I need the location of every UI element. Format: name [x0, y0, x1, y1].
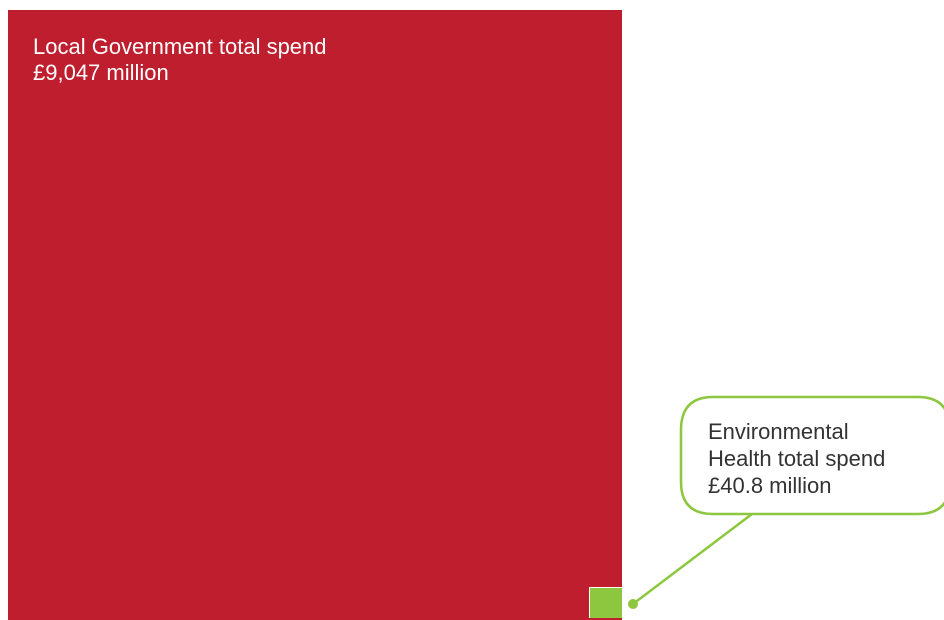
callout-bubble: [679, 395, 944, 516]
callout-leader-line: [632, 513, 753, 605]
local-government-spend-square: [8, 10, 622, 620]
environmental-health-label-line1: Environmental: [708, 419, 849, 444]
environmental-health-label: Environmental Health total spend £40.8 m…: [708, 418, 928, 499]
local-government-label: Local Government total spend £9,047 mill…: [33, 34, 327, 86]
environmental-health-spend-square: [589, 587, 622, 618]
local-government-label-value: £9,047 million: [33, 60, 169, 85]
local-government-label-title: Local Government total spend: [33, 34, 327, 59]
callout-anchor-dot: [628, 599, 638, 609]
environmental-health-label-value: £40.8 million: [708, 473, 832, 498]
environmental-health-label-line2: Health total spend: [708, 446, 886, 471]
